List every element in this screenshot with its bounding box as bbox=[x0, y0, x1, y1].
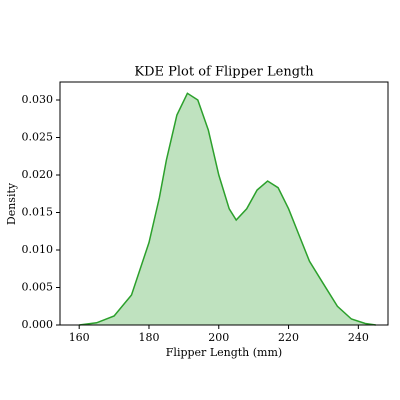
y-axis-label: Density bbox=[5, 182, 18, 225]
density-area bbox=[79, 93, 376, 325]
y-tick-label: 0.010 bbox=[22, 243, 54, 256]
x-tick-label: 220 bbox=[278, 331, 299, 344]
y-tick-label: 0.015 bbox=[22, 206, 54, 219]
y-tick-label: 0.005 bbox=[22, 281, 54, 294]
x-axis-label: Flipper Length (mm) bbox=[166, 346, 282, 359]
y-tick-label: 0.000 bbox=[22, 318, 54, 331]
x-tick-label: 160 bbox=[69, 331, 90, 344]
y-tick-label: 0.025 bbox=[22, 131, 54, 144]
chart-title: KDE Plot of Flipper Length bbox=[134, 65, 314, 80]
plot-frame bbox=[59, 81, 389, 326]
x-tick-label: 180 bbox=[138, 331, 159, 344]
x-tick-label: 240 bbox=[348, 331, 369, 344]
density-line bbox=[79, 92, 376, 326]
x-tick-label: 200 bbox=[208, 331, 229, 344]
y-tick-label: 0.030 bbox=[22, 93, 54, 106]
y-tick-label: 0.020 bbox=[22, 168, 54, 181]
